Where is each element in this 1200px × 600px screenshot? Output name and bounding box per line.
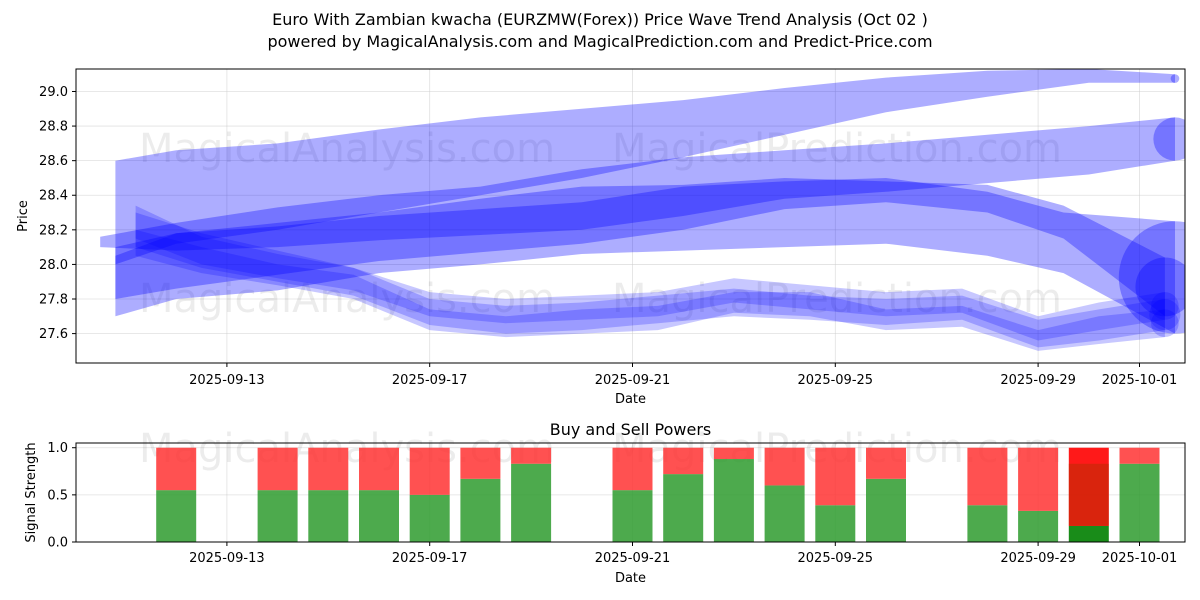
buy-bar (713, 459, 754, 542)
buy-bar (967, 505, 1008, 542)
price-ytick-label: 28.8 (39, 120, 68, 135)
buy-bar (1068, 525, 1109, 542)
buy-bar (764, 485, 805, 542)
sell-bar (257, 447, 298, 491)
sell-bar (612, 447, 653, 491)
sell-bar (511, 447, 552, 464)
signal-ytick-label: 0.0 (47, 536, 68, 551)
signal-plot-frame (75, 442, 1186, 543)
signal-xtick-label: 2025-09-21 (595, 551, 671, 566)
signal-ytick-label: 0.5 (47, 488, 68, 503)
sell-bar-overlay (1068, 463, 1109, 526)
buy-bar (612, 490, 653, 542)
price-xtick-label: 2025-10-01 (1102, 373, 1178, 388)
price-wave-band (135, 212, 1165, 348)
price-ytick-label: 27.6 (39, 327, 68, 342)
chart-title-line2: powered by MagicalAnalysis.com and Magic… (267, 32, 933, 51)
sell-bar (1068, 447, 1109, 526)
signal-y-axis-label: Signal Strength (24, 442, 39, 542)
sell-bar (967, 447, 1008, 506)
sell-bar (1119, 447, 1160, 464)
price-ytick-label: 28.4 (39, 189, 68, 204)
price-ytick-label: 29.0 (39, 85, 68, 100)
price-xtick-label: 2025-09-17 (392, 373, 468, 388)
buy-bar (460, 478, 501, 542)
buy-bar (815, 505, 856, 542)
price-ytick-label: 28.6 (39, 154, 68, 169)
sell-bar (815, 447, 856, 506)
price-wave-cap (1135, 257, 1185, 317)
signal-xtick-label: 2025-09-13 (189, 551, 265, 566)
price-xtick-label: 2025-09-21 (595, 373, 671, 388)
price-wave-cap (1153, 117, 1185, 161)
sell-bar (359, 447, 399, 491)
signal-ytick-label: 1.0 (47, 441, 68, 456)
price-wave-cap (1151, 309, 1179, 338)
buy-bar (1018, 510, 1059, 542)
buy-bar (156, 490, 197, 542)
buy-bar (511, 463, 552, 542)
watermark-text: MagicalPrediction.com (612, 276, 1062, 322)
watermark-text: MagicalAnalysis.com (139, 276, 555, 322)
price-wave-cap (1118, 221, 1185, 334)
signal-xtick-label: 2025-09-25 (798, 551, 874, 566)
price-xtick-label: 2025-09-29 (1000, 373, 1076, 388)
buy-bar (257, 490, 298, 542)
price-wave-cap (1151, 292, 1179, 320)
buy-bar (308, 490, 349, 542)
price-wave-band (115, 69, 1175, 265)
signal-xtick-label: 2025-09-17 (392, 551, 468, 566)
buy-bar (1119, 463, 1160, 542)
buy-bar (409, 494, 450, 542)
watermark-text: MagicalAnalysis.com (139, 126, 555, 172)
price-wave-band (115, 178, 1165, 317)
buy-bar (663, 474, 704, 542)
price-wave-band (135, 205, 1165, 341)
sell-bar (713, 447, 754, 460)
price-ytick-label: 28.0 (39, 258, 68, 273)
price-plot-frame (75, 68, 1186, 364)
signal-xtick-label: 2025-10-01 (1102, 551, 1178, 566)
signal-chart-title: Buy and Sell Powers (550, 420, 712, 439)
price-x-axis-label: Date (615, 392, 646, 407)
sell-bar (663, 447, 704, 475)
price-wave-band (115, 178, 1175, 334)
sell-bar (308, 447, 349, 491)
price-wave-band (135, 229, 1165, 351)
price-y-axis-label: Price (16, 200, 31, 232)
sell-bar (156, 447, 197, 491)
price-wave-band (100, 117, 1176, 251)
buy-bar (866, 478, 906, 542)
price-wave-cap (1149, 299, 1181, 331)
signal-xtick-label: 2025-09-29 (1000, 551, 1076, 566)
sell-bar (866, 447, 906, 479)
sell-bar (1018, 447, 1059, 511)
sell-bar (764, 447, 805, 486)
price-xtick-label: 2025-09-13 (189, 373, 265, 388)
chart-title-line1: Euro With Zambian kwacha (EURZMW(Forex))… (272, 10, 928, 29)
signal-x-axis-label: Date (615, 571, 646, 586)
price-ytick-label: 27.8 (39, 293, 68, 308)
price-xtick-label: 2025-09-25 (798, 373, 874, 388)
sell-bar (409, 447, 450, 495)
price-ytick-label: 28.2 (39, 223, 68, 238)
watermark-text: MagicalPrediction.com (612, 126, 1062, 172)
price-wave-cap (1170, 74, 1180, 83)
buy-bar (359, 490, 399, 542)
sell-bar (460, 447, 501, 479)
